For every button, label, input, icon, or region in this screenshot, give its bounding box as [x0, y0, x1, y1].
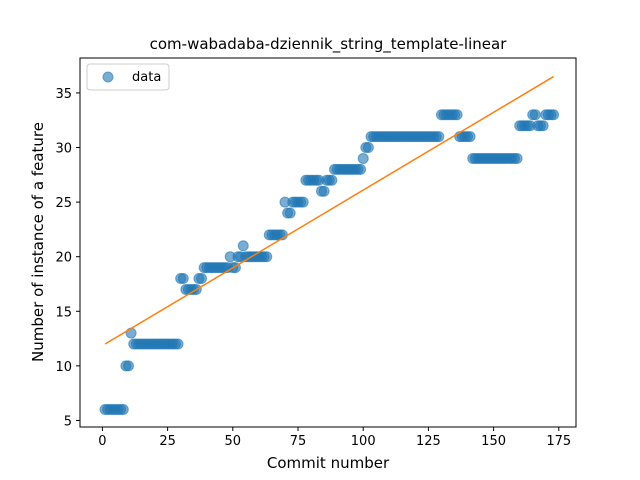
y-tick-label: 5 [64, 414, 72, 429]
x-tick-label: 75 [290, 434, 307, 449]
data-point [318, 185, 330, 197]
data-point [511, 152, 523, 164]
data-point [355, 163, 367, 175]
data-point [123, 360, 134, 372]
y-ticks: 5 10 15 20 25 30 35 [55, 87, 80, 429]
fit-line [104, 75, 554, 345]
data-point [177, 273, 189, 285]
x-tick-label: 125 [416, 434, 441, 449]
data-point [261, 251, 273, 263]
data-point [451, 109, 463, 121]
data-point [125, 327, 137, 339]
y-axis-label: Number of instance of a feature [29, 122, 47, 362]
legend-label: data [132, 70, 161, 85]
x-tick-label: 175 [546, 434, 571, 449]
y-tick-label: 35 [55, 87, 72, 102]
points-layer [99, 109, 560, 416]
y-tick-label: 25 [55, 196, 72, 211]
data-point [464, 131, 476, 143]
y-tick-label: 15 [55, 305, 72, 320]
y-tick-label: 10 [55, 360, 72, 375]
x-axis-label: Commit number [267, 454, 390, 472]
data-point [237, 240, 249, 252]
data-point [117, 404, 129, 416]
y-tick-label: 30 [55, 142, 72, 157]
plot-frame [79, 57, 577, 428]
data-point [196, 273, 208, 285]
data-point [326, 174, 338, 186]
x-tick-label: 0 [98, 434, 106, 449]
data-point [433, 131, 445, 143]
fit-line-layer [104, 75, 554, 345]
x-tick-label: 50 [225, 434, 242, 449]
x-tick-label: 100 [351, 434, 376, 449]
legend-box [86, 63, 170, 91]
data-point [362, 142, 374, 154]
data-point [284, 207, 296, 219]
legend-marker-icon [102, 71, 114, 83]
x-tick-label: 150 [481, 434, 506, 449]
data-point [537, 120, 549, 132]
legend: data [86, 63, 170, 91]
data-point [357, 152, 369, 164]
x-ticks: 0 25 50 75 100 125 150 175 [98, 427, 571, 449]
data-point [297, 196, 309, 208]
data-point [529, 109, 541, 121]
data-point [172, 338, 184, 350]
data-point [548, 109, 560, 121]
x-tick-label: 25 [159, 434, 176, 449]
chart-title: com-wabadaba-dziennik_string_template-li… [150, 35, 508, 54]
y-tick-label: 20 [55, 251, 72, 266]
